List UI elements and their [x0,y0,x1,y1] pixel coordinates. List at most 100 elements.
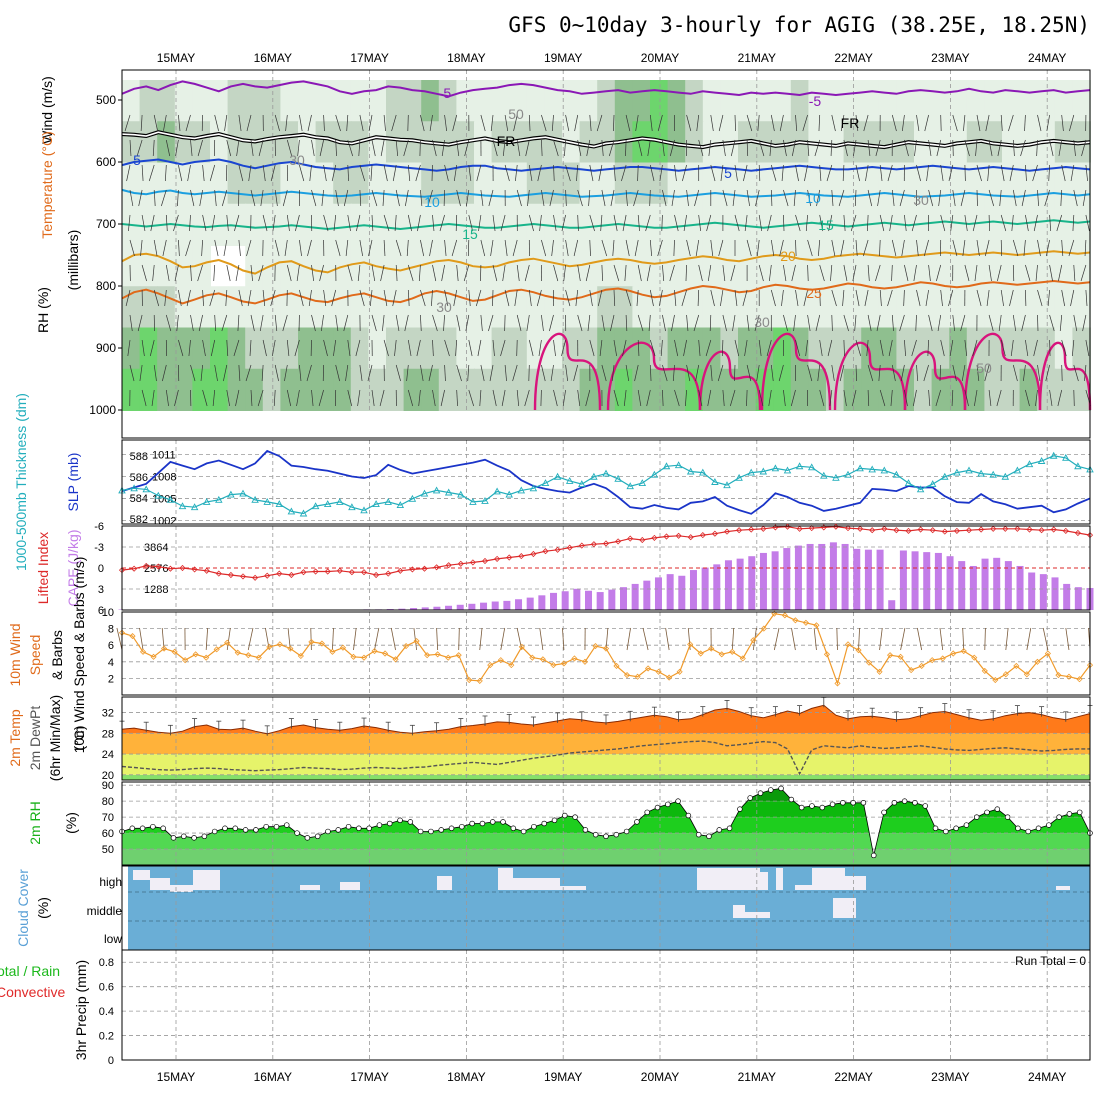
wind-barb [649,364,652,382]
wind-barb [549,314,554,332]
wind-barb [807,189,812,207]
wind-barb [480,364,485,382]
rh-cell [685,121,704,164]
wind-barb [599,339,603,357]
rh-marker [1056,814,1062,820]
rh-cell [1002,286,1021,329]
wind-barb [565,239,569,257]
wind-barb [165,214,168,232]
li-marker [179,564,186,572]
wind-barb [574,114,579,132]
rh-cell [826,80,845,123]
wind-barb [488,314,494,332]
wind-barb [513,114,518,132]
wind-barb [867,364,874,382]
rh-marker [788,796,795,803]
wind-barb [551,114,554,132]
thickness-marker [892,470,901,478]
rh-cell [386,286,405,329]
wind-barb [286,264,292,282]
wind-barb [721,339,724,357]
wind-barb [770,239,775,257]
wind-barb-10m [939,627,944,651]
wind-speed-marker [560,660,567,667]
wind-barb [383,114,386,132]
wind-barb [988,314,994,332]
rh-cell [1054,80,1074,123]
wind-barb [246,114,252,132]
wind-barb [686,364,691,382]
wind-barb [299,164,305,182]
wind-barb [296,264,300,282]
wind-barb [903,289,905,307]
wind-barb [633,189,639,207]
wind-barb [698,139,704,157]
wind-barb [368,114,373,132]
rh-marker [201,833,208,840]
wind-barb [916,114,920,132]
wind-barb [805,214,808,232]
wind-barb [443,314,445,332]
rh-cell [368,368,387,411]
rh-cell [966,368,986,411]
wind-barb [746,314,750,332]
cape-bar [515,599,523,610]
wind-barb [174,264,179,282]
wind-barb [407,289,410,307]
cloud-gap [745,912,770,918]
wind-barb [964,214,968,232]
x-tick-label: 20MAY [641,1070,679,1084]
wind-barb [347,264,353,282]
rh-cell [632,80,651,123]
wind-barb [613,339,617,357]
cape-bar [421,607,429,610]
wind-barb [1085,164,1088,182]
wind-barb-10m [353,627,357,651]
thickness-marker [614,474,622,482]
wind-barb [637,264,642,282]
rh-marker [1076,809,1083,816]
wind-barb [441,264,445,282]
wind-barb [369,289,373,307]
rh-cell [544,203,563,246]
thickness-marker [856,464,864,472]
wind-barb [585,389,591,407]
wind-barb [926,164,929,182]
wind-barb [863,114,869,132]
wind-barb [129,364,135,382]
wind-speed-marker [834,680,841,687]
wind-barb [250,389,253,407]
rh-cell [685,327,704,370]
thickness-marker [602,469,610,477]
wind-barb [645,214,651,232]
wind-barb [309,164,312,182]
rh-marker [634,819,640,825]
rh-cell [245,80,264,123]
rh-cell [456,368,475,411]
wind-barb [793,314,796,332]
rh-cell [896,245,915,288]
rh-cell [896,327,915,370]
wind-barb [306,364,312,382]
wind-barb [646,389,651,407]
wind-barb [456,139,460,157]
wind-barb [1073,314,1078,332]
wind-barb [795,289,799,307]
y-label-temp-units: (°C) [71,725,87,750]
thickness-marker [977,469,985,477]
rh-cell [262,286,282,329]
wind-speed-marker [487,662,494,669]
wind-barb [976,114,981,132]
rh-cell [403,162,423,205]
cape-bar [1051,577,1059,610]
wind-barb [153,189,156,207]
wind-barb [610,314,615,332]
y-label-convective: Convective [0,984,65,1000]
wind-barb [720,164,724,182]
cape-bar [433,606,441,610]
x-tick-label: 15MAY [157,51,195,65]
wind-barb [610,189,615,207]
